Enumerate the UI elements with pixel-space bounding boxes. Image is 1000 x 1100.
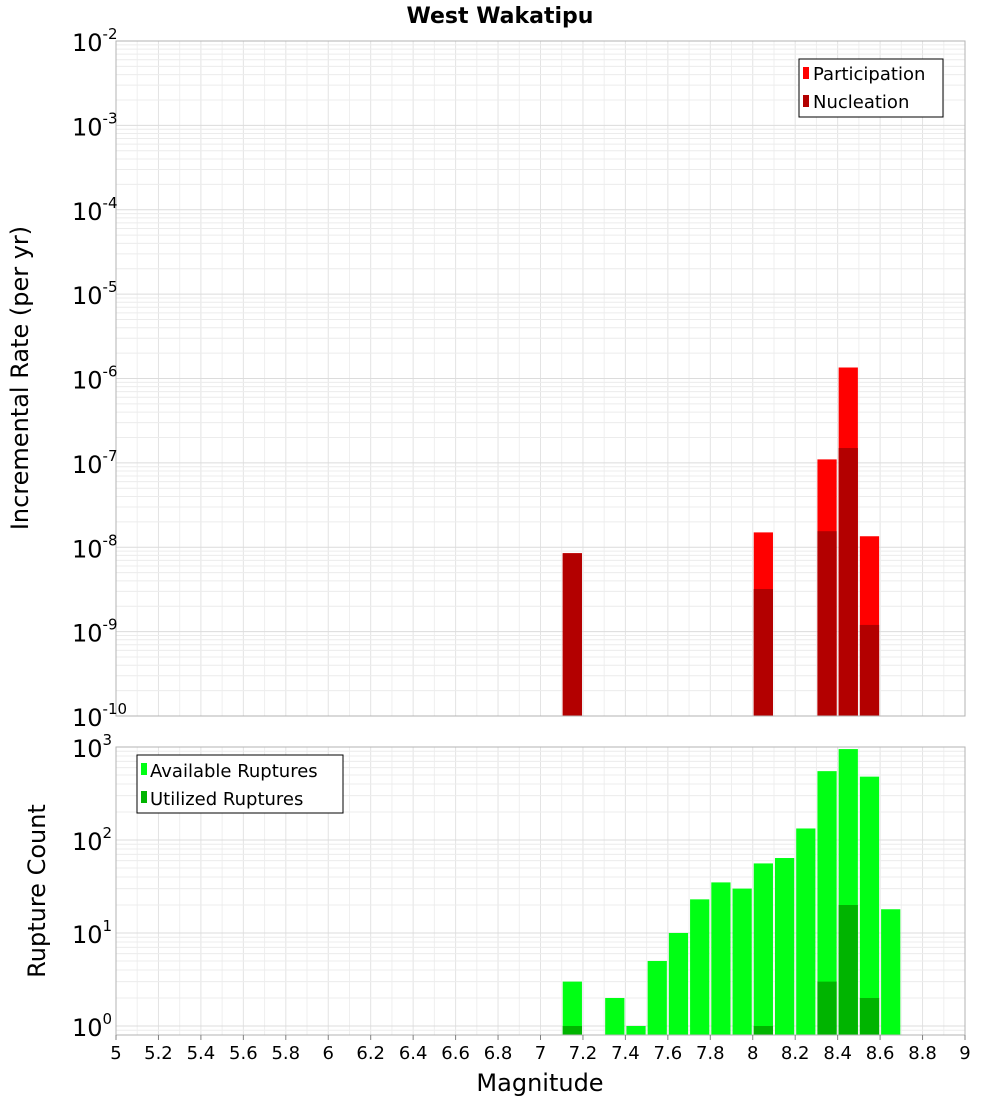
count-bar-0	[647, 960, 667, 1035]
top-ytick-label: 10-7	[72, 447, 118, 479]
count-bar-0	[711, 882, 731, 1035]
count-bar-0	[668, 932, 689, 1035]
xtick-label: 9	[959, 1043, 970, 1064]
legend-available-label: Available Ruptures	[150, 761, 318, 782]
top-ytick-label: 10-4	[72, 194, 118, 226]
count-bar-0	[732, 888, 752, 1035]
count-bar-1	[838, 904, 858, 1035]
count-bar-0	[796, 828, 816, 1035]
legend-utilized-label: Utilized Ruptures	[150, 789, 303, 810]
bottom-ytick-label: 101	[72, 917, 112, 949]
xtick-label: 8.4	[823, 1043, 852, 1064]
xtick-label: 7.2	[569, 1043, 598, 1064]
bottom-bars	[562, 749, 901, 1035]
bottom-ytick-label: 102	[72, 824, 112, 856]
count-bar-0	[774, 858, 795, 1035]
bottom-y-axis-label: Rupture Count	[23, 804, 51, 978]
xtick-label: 8.6	[866, 1043, 895, 1064]
xtick-label: 5.4	[187, 1043, 216, 1064]
xtick-label: 5.6	[229, 1043, 258, 1064]
top-plot: 10-10 10-9 10-8 10-7 10-6 10-5 10-4 10-3 10-2 In…	[6, 25, 966, 732]
count-bar-0	[690, 899, 710, 1035]
bottom-legend-box	[136, 754, 344, 814]
bottom-ytick-label: 100	[72, 1010, 112, 1042]
count-bar-1	[859, 997, 880, 1035]
top-legend-box	[798, 58, 944, 118]
legend-nucleation-swatch	[803, 95, 809, 107]
count-bar-0	[859, 776, 880, 1035]
count-bar-0	[753, 863, 773, 1035]
legend-available-swatch	[141, 763, 147, 775]
count-bar-0	[605, 997, 625, 1035]
top-ytick-label: 10-9	[72, 616, 118, 648]
xtick-label: 7.6	[654, 1043, 683, 1064]
x-axis-label: Magnitude	[476, 1069, 603, 1097]
xtick-label: 7.8	[696, 1043, 725, 1064]
rate-bar-1	[753, 589, 773, 716]
count-bar-0	[626, 1025, 646, 1035]
count-bar-0	[881, 909, 901, 1035]
xtick-label: 5.2	[144, 1043, 173, 1064]
bottom-legend: Available Ruptures Utilized Ruptures	[136, 754, 344, 814]
top-y-ticks: 10-10 10-9 10-8 10-7 10-6 10-5 10-4 10-3 10-2	[72, 25, 127, 732]
rate-bar-1	[562, 553, 582, 716]
xtick-label: 6.4	[399, 1043, 428, 1064]
legend-utilized-swatch	[141, 791, 147, 803]
top-gridlines	[115, 40, 966, 717]
top-plot-frame	[115, 40, 966, 717]
rate-bar-1	[838, 448, 858, 716]
top-legend: Participation Nucleation	[798, 58, 944, 118]
x-ticks: 5 5.2 5.4 5.6 5.8 6 6.2 6.4 6.6 6.8 7 7.2 7.4 7.6 7.8 8…	[110, 1035, 971, 1064]
top-bars	[562, 367, 880, 716]
top-ytick-label: 10-8	[72, 531, 118, 563]
count-bar-1	[753, 1025, 773, 1035]
top-ytick-label: 10-3	[72, 109, 118, 141]
xtick-label: 7	[535, 1043, 546, 1064]
legend-participation-label: Participation	[813, 64, 925, 85]
xtick-label: 6.2	[356, 1043, 385, 1064]
chart-title: West Wakatipu	[407, 4, 594, 29]
xtick-label: 8	[747, 1043, 758, 1064]
xtick-label: 8.8	[908, 1043, 937, 1064]
top-ytick-label: 10-2	[72, 25, 118, 57]
rate-bar-1	[817, 531, 837, 716]
top-ytick-label: 10-6	[72, 363, 118, 395]
xtick-label: 6	[323, 1043, 334, 1064]
bottom-y-ticks: 100 101 102 103	[72, 731, 112, 1042]
top-ytick-label: 10-10	[72, 700, 127, 732]
xtick-label: 7.4	[611, 1043, 640, 1064]
top-ytick-label: 10-5	[72, 278, 118, 310]
legend-participation-swatch	[803, 67, 809, 79]
xtick-label: 6.8	[484, 1043, 513, 1064]
top-y-axis-label: Incremental Rate (per yr)	[6, 226, 34, 530]
bottom-plot: 100 101 102 103 5 5.2 5.4 5.6 5.8 6 6.2 6.4 6.6 6.8 7…	[23, 731, 971, 1097]
bottom-ytick-label: 103	[72, 731, 112, 763]
count-bar-1	[562, 1025, 582, 1035]
legend-nucleation-label: Nucleation	[813, 92, 909, 113]
xtick-label: 5	[110, 1043, 121, 1064]
rate-bar-1	[859, 624, 880, 716]
count-bar-1	[817, 981, 837, 1035]
count-bar-0	[817, 771, 837, 1035]
xtick-label: 8.2	[781, 1043, 810, 1064]
count-bar-0	[562, 981, 582, 1035]
xtick-label: 5.8	[271, 1043, 300, 1064]
xtick-label: 6.6	[441, 1043, 470, 1064]
